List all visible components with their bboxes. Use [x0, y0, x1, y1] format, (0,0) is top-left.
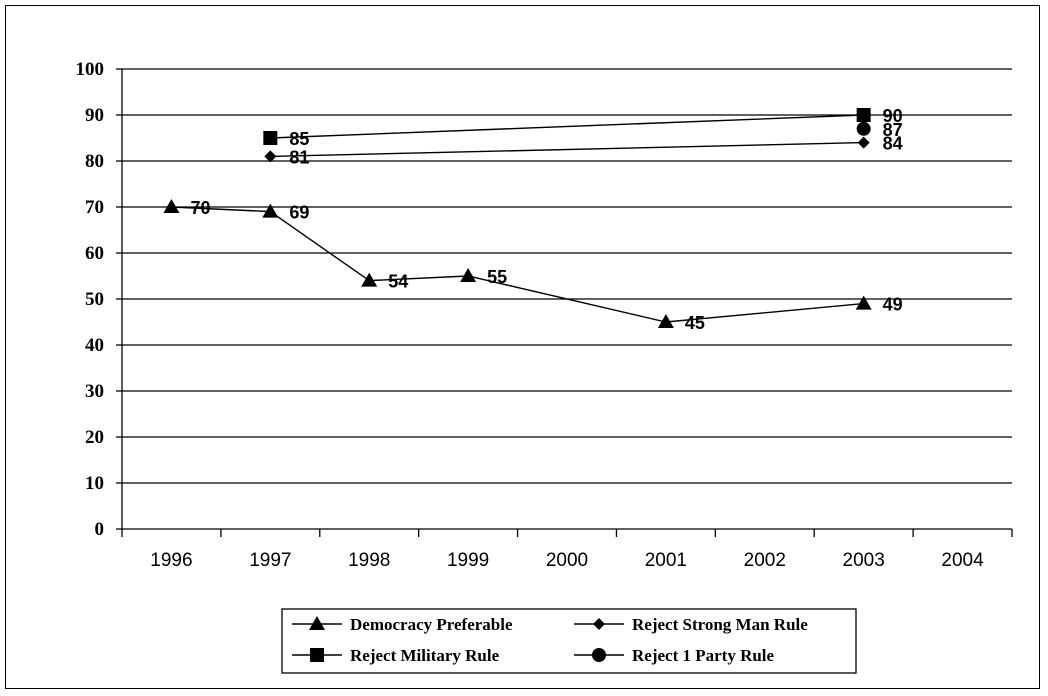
- legend-marker-democracy-preferable: [309, 616, 325, 630]
- reject-military-rule-data-label: 90: [883, 106, 903, 126]
- x-tick-label: 2001: [645, 550, 687, 571]
- reject-strong-man-rule-point: [264, 150, 277, 163]
- x-tick-label: 2002: [744, 550, 786, 571]
- democracy-preferable-data-label: 70: [190, 198, 210, 218]
- legend-label-reject-1-party-rule: Reject 1 Party Rule: [632, 646, 775, 665]
- legend-marker-reject-military-rule: [310, 648, 324, 662]
- reject-military-rule-point: [263, 131, 278, 145]
- democracy-preferable-point: [361, 272, 378, 287]
- y-tick-label: 90: [85, 105, 104, 126]
- democracy-preferable-data-label: 69: [289, 203, 309, 223]
- y-tick-label: 0: [95, 519, 105, 540]
- reject-1-party-rule-data-label: 87: [883, 120, 903, 140]
- y-tick-label: 80: [85, 151, 104, 172]
- x-tick-label: 1999: [447, 550, 489, 571]
- democracy-preferable-data-label: 55: [487, 267, 507, 287]
- democracy-preferable-data-label: 49: [883, 295, 903, 315]
- democracy-preferable-data-label: 45: [685, 313, 705, 333]
- legend-label-reject-strong-man-rule: Reject Strong Man Rule: [632, 615, 808, 634]
- democracy-preferable-point: [657, 314, 674, 328]
- legend-marker-reject-strong-man-rule: [593, 618, 605, 630]
- y-tick-label: 100: [76, 59, 105, 80]
- democracy-preferable-point: [460, 268, 477, 282]
- democracy-preferable-point: [163, 199, 180, 213]
- reject-military-rule-line: [270, 114, 864, 139]
- y-tick-label: 30: [85, 381, 104, 402]
- x-tick-label: 2004: [941, 550, 984, 571]
- reject-1-party-rule-point: [856, 121, 871, 136]
- democracy-preferable-line: [171, 206, 864, 323]
- reject-military-rule-point: [856, 108, 871, 122]
- democracy-preferable-point: [855, 295, 872, 310]
- y-tick-label: 60: [85, 243, 104, 264]
- x-tick-label: 2003: [843, 550, 885, 571]
- x-tick-label: 1998: [348, 550, 390, 571]
- x-tick-label: 1996: [150, 550, 192, 571]
- reject-strong-man-rule-point: [857, 136, 870, 149]
- x-tick-label: 1997: [249, 550, 291, 571]
- x-tick-label: 2000: [546, 550, 588, 571]
- reject-strong-man-rule-data-label: 84: [883, 134, 903, 154]
- legend-label-democracy-preferable: Democracy Preferable: [350, 615, 513, 634]
- legend-label-reject-military-rule: Reject Military Rule: [350, 646, 500, 665]
- legend-marker-reject-1-party-rule: [592, 648, 606, 662]
- y-tick-label: 70: [85, 197, 104, 218]
- y-tick-label: 10: [85, 473, 104, 494]
- democracy-preferable-data-label: 54: [388, 272, 408, 292]
- democracy-preferable-point: [262, 203, 279, 218]
- y-tick-label: 20: [85, 427, 104, 448]
- y-tick-label: 50: [85, 289, 104, 310]
- reject-strong-man-rule-data-label: 81: [289, 147, 309, 167]
- reject-strong-man-rule-line: [270, 141, 864, 158]
- y-tick-label: 40: [85, 335, 104, 356]
- reject-military-rule-data-label: 85: [289, 129, 309, 149]
- legend-box: [281, 608, 857, 674]
